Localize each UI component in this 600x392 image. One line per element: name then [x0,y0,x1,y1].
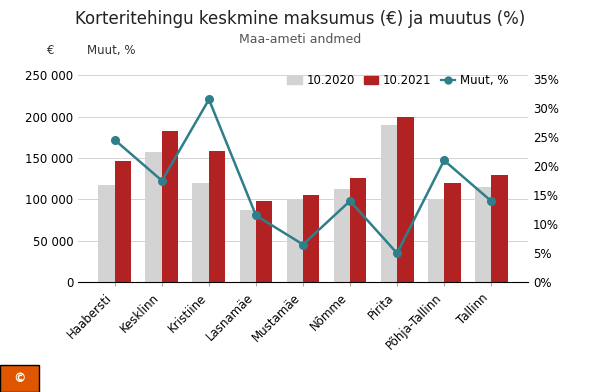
Text: ©: © [13,372,25,385]
Bar [303,194,319,282]
Bar [256,201,272,282]
Bar [193,183,209,282]
Text: Maa-ameti andmed: Maa-ameti andmed [239,33,361,46]
Bar [334,189,350,282]
Bar [428,200,444,282]
Bar [350,178,367,282]
Bar [239,210,256,282]
Bar [475,187,491,282]
Bar [287,200,303,282]
Text: €: € [47,44,54,57]
Bar [98,185,115,282]
Bar [162,131,178,282]
FancyBboxPatch shape [0,365,39,392]
Bar [397,117,413,282]
Text: Tõnu Toompark, ADAUR.EE: Tõnu Toompark, ADAUR.EE [45,374,193,384]
Bar [115,161,131,282]
Bar [491,175,508,282]
Text: Korteritehingu keskmine maksumus (€) ja muutus (%): Korteritehingu keskmine maksumus (€) ja … [75,10,525,28]
Bar [209,151,226,282]
Bar [444,183,461,282]
Text: Muut, %: Muut, % [87,44,136,57]
Legend: 10.2020, 10.2021, Muut, %: 10.2020, 10.2021, Muut, % [283,69,513,92]
Bar [380,125,397,282]
Bar [145,152,162,282]
